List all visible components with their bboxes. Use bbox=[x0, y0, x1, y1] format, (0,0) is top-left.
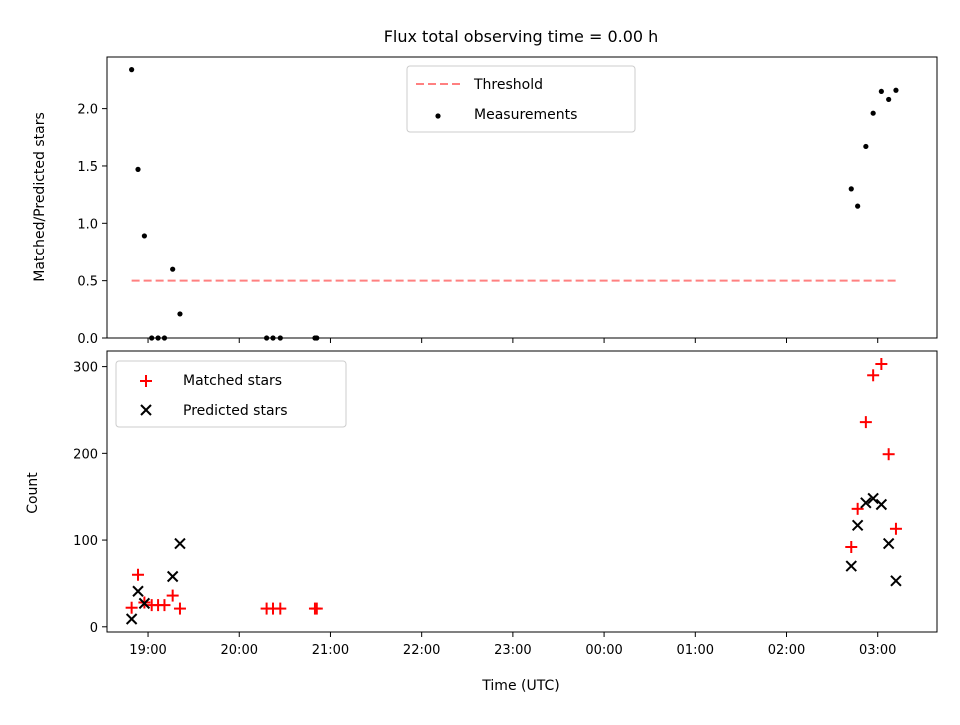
matched-stars-point bbox=[158, 599, 171, 612]
x-tick-label: 21:00 bbox=[312, 643, 349, 658]
matched-stars-point bbox=[851, 502, 864, 515]
predicted-stars-point bbox=[845, 560, 857, 572]
predicted-stars-point bbox=[882, 537, 895, 550]
ratio-legend: Threshold Measurements bbox=[406, 65, 636, 133]
matched-stars-point bbox=[310, 602, 323, 615]
ratio-y-tick-label: 1.0 bbox=[77, 217, 98, 232]
legend-measurements-label: Measurements bbox=[474, 107, 577, 123]
matched-stars-point bbox=[875, 358, 888, 371]
matched-stars-point bbox=[132, 568, 145, 581]
x-tick-label: 03:00 bbox=[859, 643, 896, 658]
count-y-tick-label: 300 bbox=[73, 361, 98, 376]
ratio-legend-box bbox=[406, 65, 636, 133]
matched-stars-point bbox=[859, 416, 872, 429]
predicted-stars-point bbox=[138, 597, 151, 610]
predicted-stars-point bbox=[174, 537, 186, 550]
x-tick-label: 01:00 bbox=[677, 643, 714, 658]
predicted-stars-point bbox=[166, 570, 179, 583]
predicted-stars-point bbox=[875, 498, 888, 511]
x-tick-label: 23:00 bbox=[494, 643, 531, 658]
matched-stars-point bbox=[173, 602, 186, 615]
legend-predicted-swatch bbox=[140, 404, 152, 416]
ratio-plot-area: 0.0 0.5 1.0 1.5 2.0 bbox=[77, 67, 899, 347]
legend-matched-label: Matched stars bbox=[183, 373, 282, 389]
x-tick-label: 20:00 bbox=[221, 643, 258, 658]
legend-threshold-label: Threshold bbox=[473, 77, 543, 93]
measurement-point bbox=[878, 88, 884, 95]
ratio-axes-frame bbox=[106, 56, 938, 339]
measurement-point bbox=[129, 67, 135, 73]
measurement-point bbox=[848, 186, 854, 192]
ratio-y-axis-label: Matched/Predicted stars bbox=[32, 112, 48, 282]
predicted-stars-point bbox=[867, 492, 879, 505]
matched-stars-point bbox=[274, 602, 287, 615]
measurement-point bbox=[870, 110, 876, 116]
x-tick-label: 00:00 bbox=[585, 643, 622, 658]
matched-stars-point bbox=[125, 601, 138, 614]
ratio-y-tick-label: 2.0 bbox=[77, 103, 98, 118]
count-y-tick-label: 200 bbox=[73, 447, 98, 462]
measurement-point bbox=[177, 311, 183, 317]
x-axis-label: Time (UTC) bbox=[481, 678, 559, 694]
ratio-y-tick-label: 0.5 bbox=[77, 275, 98, 290]
measurement-point bbox=[893, 87, 899, 93]
matched-stars-point bbox=[882, 448, 895, 461]
legend-measurements-swatch bbox=[435, 113, 441, 119]
predicted-stars-point bbox=[125, 613, 138, 625]
matched-stars-point bbox=[889, 522, 902, 535]
measurement-point bbox=[886, 96, 892, 103]
predicted-stars-point bbox=[132, 585, 144, 597]
count-y-tick-label: 0 bbox=[90, 621, 98, 636]
x-tick-label: 19:00 bbox=[129, 643, 166, 658]
matched-stars-point bbox=[845, 541, 858, 554]
matched-stars-point bbox=[867, 369, 880, 382]
legend-predicted-label: Predicted stars bbox=[183, 403, 288, 419]
measurement-point bbox=[855, 203, 861, 209]
ratio-y-tick-label: 0.0 bbox=[77, 332, 98, 347]
x-tick-label: 22:00 bbox=[403, 643, 440, 658]
predicted-stars-point bbox=[851, 519, 864, 532]
ratio-y-tick-label: 1.5 bbox=[77, 160, 98, 175]
count-axes-frame bbox=[106, 350, 938, 633]
count-plot-area: 19:00 20:00 21:00 22:00 23:00 00:00 01:00 02:00… bbox=[73, 358, 902, 658]
predicted-stars-point bbox=[860, 497, 872, 509]
measurement-point bbox=[141, 233, 147, 239]
count-y-tick-label: 100 bbox=[73, 534, 98, 549]
measurement-point bbox=[170, 266, 176, 272]
count-y-axis-label: Count bbox=[25, 472, 41, 514]
measurement-point bbox=[135, 166, 141, 172]
chart-title: Flux total observing time = 0.00 h bbox=[384, 27, 659, 46]
measurement-point bbox=[863, 143, 869, 150]
predicted-stars-point bbox=[890, 575, 902, 587]
count-legend: Matched stars Predicted stars bbox=[115, 360, 347, 428]
count-legend-box bbox=[115, 360, 347, 428]
matched-stars-point bbox=[166, 589, 179, 602]
legend-matched-swatch bbox=[140, 375, 152, 387]
x-tick-label: 02:00 bbox=[768, 643, 805, 658]
